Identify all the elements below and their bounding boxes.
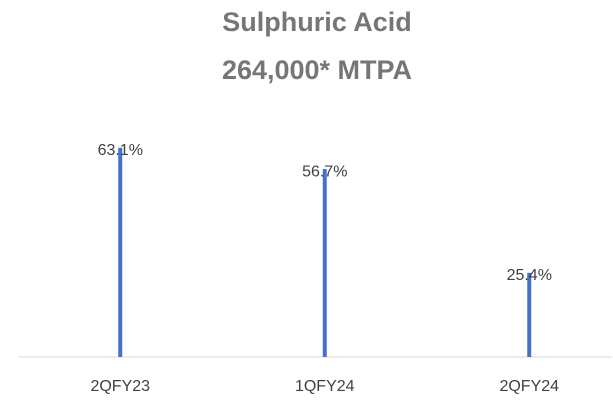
x-tick-label: 1QFY24	[295, 378, 355, 395]
value-label: 56.7%	[302, 163, 347, 180]
chart-title: Sulphuric Acid	[222, 7, 412, 37]
x-tick-label: 2QFY23	[90, 378, 150, 395]
value-label: 25.4%	[507, 267, 552, 284]
bar	[527, 272, 532, 357]
x-tick-label: 2QFY24	[499, 378, 559, 395]
bar	[118, 147, 123, 357]
value-label: 63.1%	[98, 142, 143, 159]
chart-subtitle: 264,000* MTPA	[222, 55, 412, 85]
bar	[322, 169, 327, 357]
